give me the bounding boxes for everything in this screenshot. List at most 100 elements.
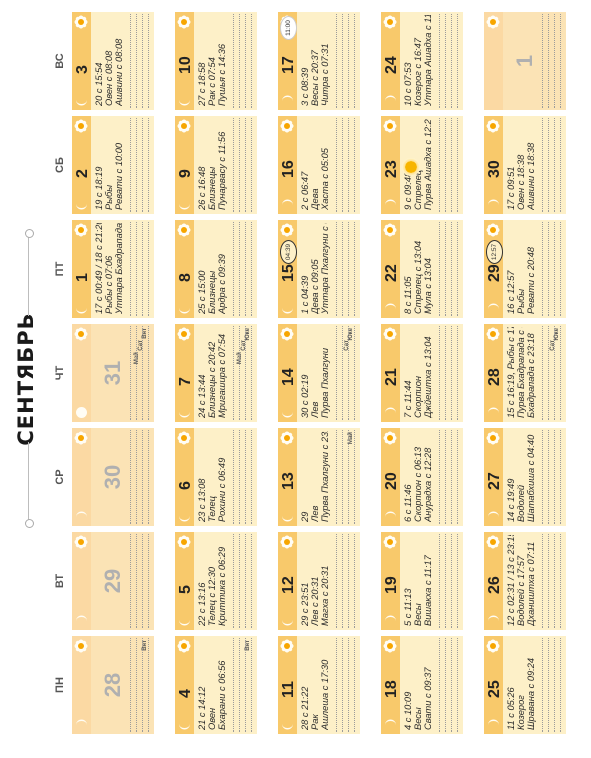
dotted-note-line	[142, 14, 143, 108]
day-cell[interactable]: 16 2 с 06:47 Дева Хаста с 05:05	[278, 116, 360, 214]
day-number: 11	[280, 681, 297, 698]
day-header-bar: 3	[72, 12, 91, 110]
day-cell[interactable]: 27 14 с 19:49 Водолей Шатабхиша с 04:40	[484, 428, 566, 526]
day-cell[interactable]: 30	[72, 428, 154, 526]
lunar-info-line: Дева	[310, 188, 320, 210]
time-badge: 04:39	[280, 240, 297, 264]
dotted-note-line	[445, 222, 446, 316]
day-cell[interactable]: 12 29 с 23:51 Лев с 20:31 Магха с 20:31	[278, 532, 360, 630]
weekday-6: ВС	[54, 53, 66, 69]
day-number: 26	[486, 576, 503, 594]
lunar-info-line: Анурадха с 12:28	[423, 447, 433, 522]
lunar-info: 10 с 07:53 Козерог с 16:47 Уттара Ашадха с…	[403, 15, 433, 106]
day-cell[interactable]: 26 12 с 02:31 / 13 с 23:15 Водолей с 17:57…	[484, 532, 566, 630]
day-cell[interactable]: 19 5 с 11:13 Весы Вишакха с 11:17	[381, 532, 463, 630]
yoga-badge: Сат	[241, 340, 247, 351]
crescent-moon-icon	[179, 204, 190, 210]
day-header-bar: 13	[278, 428, 297, 526]
day-header-bar: 8	[175, 220, 194, 318]
day-cell[interactable]: 2 19 с 18:19 Рыбы Ревати с 10:00	[72, 116, 154, 214]
dotted-note-line	[336, 326, 337, 420]
dotted-note-line	[542, 118, 543, 212]
sun-icon	[74, 119, 88, 133]
day-header-bar: 23	[381, 116, 400, 214]
day-cell[interactable]: 8 25 с 15:00 Близнецы Ардра с 09:39	[175, 220, 257, 318]
day-number: 9	[177, 169, 194, 178]
lunar-info-line: Рак с 07:54	[207, 57, 217, 106]
dotted-note-line	[251, 14, 252, 108]
day-cell[interactable]: 7 24 с 13:44 Близнецы с 20:42 Мригашира с 0…	[175, 324, 257, 422]
lunar-info-line	[94, 535, 104, 626]
day-cell[interactable]: 28 Вят	[72, 636, 154, 734]
day-cell[interactable]: 24 10 с 07:53 Козерог с 16:47 Уттара Ашадха…	[381, 12, 463, 110]
lunar-info-line: Овен с 08:08	[104, 50, 114, 106]
day-cell[interactable]: 17 11:00 3 с 08:39 Весы с 20:37 Читра с 07:3…	[278, 12, 360, 110]
sun-icon	[280, 223, 294, 237]
day-cell[interactable]: 20 6 с 11:46 Скорпион с 06:13 Анурадха с 12…	[381, 428, 463, 526]
lunar-info: 8 с 11:05 Стрелец с 13:04 Мула с 13:04	[403, 223, 433, 314]
day-number: 15	[280, 264, 297, 282]
dotted-note-line	[336, 534, 337, 628]
lunar-info-line: Лев	[310, 401, 320, 418]
dotted-note-line	[548, 14, 549, 108]
dotted-note-line	[548, 638, 549, 732]
day-cell[interactable]: 6 23 с 13:08 Телец Рохини с 06:49	[175, 428, 257, 526]
day-cell[interactable]: 31 Вят Сат Май	[72, 324, 154, 422]
dotted-note-line	[445, 638, 446, 732]
day-cell[interactable]: 4 21 с 14:12 Овен Бхарани с 06:56 Вят	[175, 636, 257, 734]
day-cell[interactable]: 23 9 с 09:48 Стрелец Пурва Ашадха с 12:26	[381, 116, 463, 214]
dotted-note-line	[136, 326, 137, 420]
dotted-note-line	[348, 326, 349, 420]
day-cell[interactable]: 1 17 с 00:49 / 18 с 21:20 Рыбы с 07:06 Утта…	[72, 220, 154, 318]
day-number: 27	[486, 472, 503, 490]
day-number: 23	[383, 160, 400, 178]
lunar-info-line	[114, 639, 124, 730]
day-number: 12	[280, 576, 297, 594]
lunar-info-line	[104, 327, 114, 418]
day-cell[interactable]: 9 26 с 16:48 Близнецы Пунарвасу с 11:56	[175, 116, 257, 214]
lunar-info-line	[94, 431, 104, 522]
lunar-info-line: Рак	[310, 714, 320, 730]
day-cell[interactable]: 5 22 с 13:16 Телец с 12:30 Криттика с 06:29	[175, 532, 257, 630]
day-cell[interactable]: 1	[484, 12, 566, 110]
lunar-info-line: Овен с 18:38	[516, 154, 526, 210]
lunar-info-line: Хаста с 05:05	[320, 148, 330, 210]
dotted-note-line	[445, 118, 446, 212]
crescent-moon-icon	[179, 412, 190, 418]
day-cell[interactable]: 13 29 Лев Пурва Пхалгуни с 23:30 Май	[278, 428, 360, 526]
dotted-note-line	[251, 326, 252, 420]
day-header-bar	[72, 532, 91, 630]
day-cell[interactable]: 14 30 с 02:19 Лев Пурва Пхалгуни Юке Сат	[278, 324, 360, 422]
day-number: 28	[486, 368, 503, 386]
day-cell[interactable]: 3 20 с 15:54 Овен с 08:08 Ашвини с 08:08	[72, 12, 154, 110]
day-header-bar: 26	[484, 532, 503, 630]
dotted-note-line	[142, 326, 143, 420]
dotted-note-line	[542, 534, 543, 628]
lunar-info: 2 с 06:47 Дева Хаста с 05:05	[300, 119, 330, 210]
lunar-info-line: Уттара Ашадха с 11:11	[423, 15, 433, 106]
sun-icon	[383, 15, 397, 29]
full-moon-icon	[76, 407, 87, 418]
sun-icon	[177, 119, 191, 133]
day-cell[interactable]: 11 28 с 21:22 Рак Ашлеша с 17:30	[278, 636, 360, 734]
day-cell[interactable]: 25 11 с 05:26 Козерог Шравана с 09:24	[484, 636, 566, 734]
crescent-moon-icon	[76, 100, 87, 106]
day-cell[interactable]: 29 12:57 16 с 12:57 Рыбы Ревати с 20:48	[484, 220, 566, 318]
day-cell[interactable]: 21 7 с 11:44 Скорпион Джйештха с 13:04	[381, 324, 463, 422]
dotted-note-line	[245, 534, 246, 628]
lunar-info-line: Ашвини с 08:08	[114, 38, 124, 106]
day-number: 16	[280, 160, 297, 178]
lunar-info-line: Рохини с 06:49	[217, 457, 227, 522]
dotted-note-line	[130, 326, 131, 420]
day-cell[interactable]: 29	[72, 532, 154, 630]
day-cell[interactable]: 28 15 с 16:19, Рыбы с 17:57 Пурва Бхадрапа…	[484, 324, 566, 422]
day-cell[interactable]: 15 04:39 1 с 04:39 Дева с 09:05 Уттара Пхалг…	[278, 220, 360, 318]
yoga-badge: Сат	[550, 340, 556, 351]
day-cell[interactable]: 22 8 с 11:05 Стрелец с 13:04 Мула с 13:04	[381, 220, 463, 318]
crescent-moon-icon	[282, 412, 293, 418]
yoga-badge: Май	[237, 352, 243, 365]
day-cell[interactable]: 30 17 с 09:51 Овен с 18:38 Ашвини с 18:38	[484, 116, 566, 214]
day-cell[interactable]: 10 27 с 18:58 Рак с 07:54 Пушья с 14:36	[175, 12, 257, 110]
day-cell[interactable]: 18 4 с 10:09 Весы Свати с 09:37	[381, 636, 463, 734]
dotted-note-line	[348, 534, 349, 628]
